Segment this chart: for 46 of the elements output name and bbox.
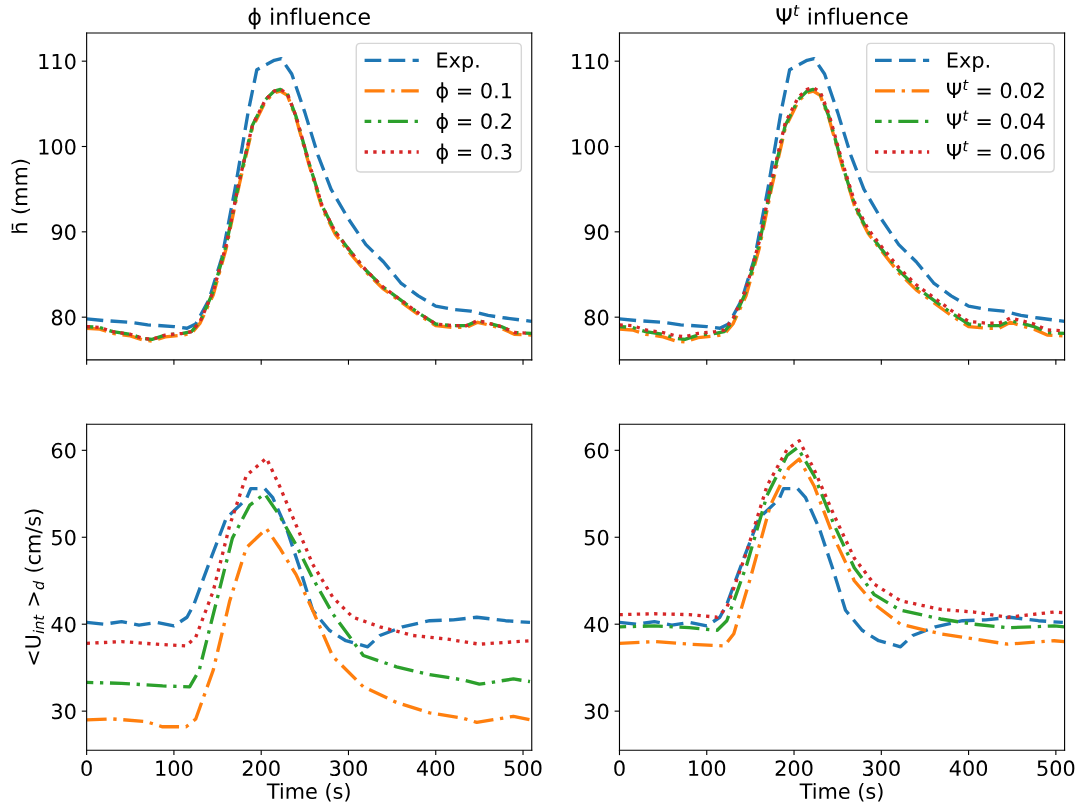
legend-label: ϕ = 0.1 [436,82,512,103]
x-tick-label: 500 [1037,760,1075,777]
y-tick-label: 40 [51,616,76,633]
y-tick-label: 60 [51,442,76,459]
x-axis-title: Time (s) [266,782,350,802]
x-tick-label: 0 [614,760,625,777]
x-tick-label: 500 [504,760,542,777]
y-tick-label: 30 [52,703,76,720]
chart-title: ϕ influence [248,7,370,30]
x-tick-label: 0 [81,760,92,777]
y-tick-label: 90 [51,224,76,241]
x-tick-label: 300 [330,760,367,777]
y-tick-label: 110 [572,53,609,70]
y-tick-label: 40 [584,616,609,633]
legend-label: Ψ$^{t}$ = 0.06 [947,140,1045,160]
y-tick-label: 80 [51,309,76,326]
x-tick-label: 100 [156,760,193,777]
legend-label: ϕ = 0.3 [436,143,512,164]
y-tick-label: 50 [52,529,76,546]
y-tick-label: 50 [584,529,609,546]
chart-title: Ψ$^{t}$ influence [776,5,908,25]
x-tick-label: 300 [863,760,900,777]
y-tick-label: 100 [572,138,609,155]
legend-label: Ψ$^{t}$ = 0.02 [947,79,1044,99]
x-tick-label: 400 [949,760,988,777]
x-tick-label: 400 [416,760,455,777]
y-tick-label: 110 [39,53,76,70]
y-tick-label: 90 [584,224,609,241]
line-series [86,492,532,689]
x-tick-label: 200 [775,760,813,777]
line-series [86,526,532,729]
x-axis-title: Time (s) [799,782,883,802]
y-axis-title: <U$_{int}$ >$_{d}$ (cm/s) [24,509,45,665]
legend-label: ϕ = 0.2 [436,112,511,134]
y-tick-label: 60 [584,442,609,459]
x-tick-label: 100 [689,760,726,777]
line-series [619,486,1065,649]
y-tick-label: 80 [584,309,609,326]
legend-label: Exp. [437,52,479,72]
y-tick-label: 30 [584,703,609,720]
y-axis-title: h̄ (mm) [11,159,31,233]
legend-label: Exp. [947,52,989,72]
x-tick-label: 200 [242,760,280,777]
line-series [86,486,532,649]
legend-label: Ψ$^{t}$ = 0.04 [947,110,1045,129]
y-tick-label: 100 [39,138,76,155]
